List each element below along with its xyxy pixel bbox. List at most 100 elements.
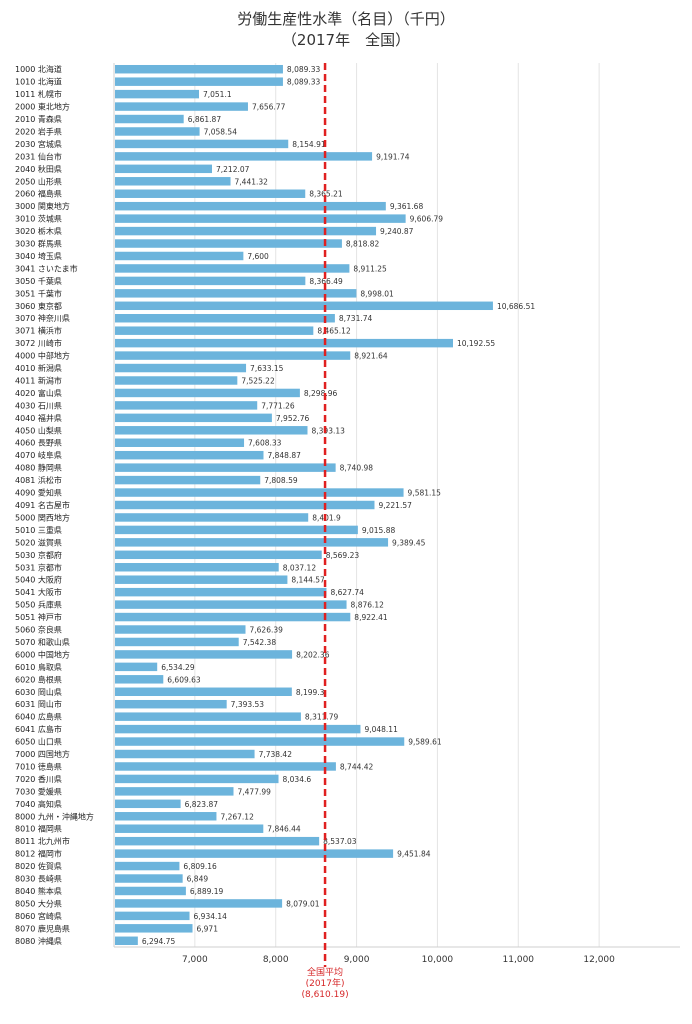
data-label: 7,738.42 [259,750,293,759]
data-label: 10,686.51 [497,302,535,311]
bar [115,899,283,908]
data-label: 8,393.13 [312,426,346,435]
data-label: 6,809.16 [183,862,217,871]
bar [115,376,238,385]
category-label: 5020 滋賀県 [15,537,62,547]
bar [115,762,336,771]
data-label: 7,846.44 [267,825,301,834]
bar [115,239,342,248]
chart-subtitle: （2017年 全国） [282,31,410,49]
category-label: 8070 鹿児島県 [15,923,70,933]
data-label: 6,294.75 [142,937,176,946]
bar [115,139,289,149]
category-label: 3071 横浜市 [15,326,62,336]
bar [115,450,264,460]
data-label: 8,731.74 [339,314,373,323]
data-label: 7,058.54 [204,127,238,136]
data-label: 7,952.76 [276,414,310,423]
category-label: 8010 福岡県 [15,825,62,834]
bar [115,164,213,174]
data-label: 7,393.53 [231,700,265,709]
bar [115,799,181,809]
data-label: 8,740.98 [340,464,374,473]
category-label: 2030 宮城県 [15,139,62,149]
category-label: 5040 大阪府 [15,575,62,585]
category-label: 8011 北九州市 [15,836,70,846]
bar [115,251,244,261]
bar [115,426,308,435]
data-label: 7,808.59 [264,476,298,485]
category-label: 7040 高知県 [15,799,62,809]
category-label: 1000 北海道 [15,64,62,74]
category-label: 7010 徳島県 [15,761,62,771]
category-label: 6020 島根県 [15,674,62,684]
category-label: 6010 鳥取県 [15,662,62,672]
data-label: 8,089.33 [287,78,321,87]
bar [115,712,301,721]
bar [115,525,358,535]
bar [115,675,164,684]
data-label: 7,525.22 [241,376,275,385]
category-label: 6050 山口県 [15,737,62,747]
data-label: 8,037.12 [283,563,317,572]
data-label: 7,267.12 [220,812,254,821]
x-tick-label: 9,000 [344,955,370,965]
category-label: 4080 静岡県 [15,463,62,473]
data-label: 8,911.25 [353,264,387,273]
data-label: 8,537.03 [323,837,357,846]
bar [115,189,306,198]
category-label: 2050 山形県 [15,176,62,186]
data-label: 8,089.33 [287,65,321,74]
category-label: 1010 北海道 [15,77,62,87]
category-label: 5060 奈良県 [15,625,62,635]
category-label: 6031 岡山市 [15,699,62,709]
bar [115,276,306,286]
category-label: 8060 宮崎県 [15,911,62,921]
bar [115,625,246,634]
bar [115,699,227,709]
data-label: 8,154.91 [292,140,326,149]
data-label: 6,534.29 [161,663,195,672]
data-label: 8,818.82 [346,240,380,249]
category-label: 2020 岩手県 [15,126,62,136]
data-label: 9,191.74 [376,152,410,161]
x-tick-label: 7,000 [182,955,208,965]
bar [115,438,245,447]
bar [115,388,300,398]
bar [115,152,373,161]
category-label: 3041 さいたま市 [15,263,78,273]
bar [115,513,309,522]
bar [115,650,293,659]
data-label: 8,365.21 [309,190,343,199]
x-tick-label: 12,000 [583,955,615,965]
bar [115,301,493,311]
category-label: 3050 千葉県 [15,276,62,286]
average-reference-label: (8,610.19) [301,990,348,1000]
data-label: 8,465.12 [317,327,351,336]
category-label: 2000 東北地方 [15,102,70,112]
category-label: 4081 浜松市 [15,475,62,485]
data-label: 7,771.26 [261,401,295,410]
category-label: 4030 石川県 [15,401,62,410]
data-label: 7,656.77 [252,103,286,112]
bar [115,214,406,223]
data-label: 8,199.3 [296,688,325,697]
bar [115,724,361,734]
average-reference-label: 全国平均 [307,966,343,978]
bar [115,114,184,124]
data-label: 7,848.87 [267,451,301,460]
bar [115,774,279,784]
bar [115,538,389,547]
category-label: 2040 秋田県 [15,164,62,174]
data-label: 6,971 [197,924,219,933]
bar [115,326,314,335]
category-label: 3072 川崎市 [15,338,62,348]
data-label: 9,221.57 [378,501,412,510]
category-label: 3020 栃木県 [15,226,62,236]
data-label: 9,581.15 [408,489,442,498]
bar [115,575,288,584]
data-label: 7,542.38 [243,638,277,647]
data-label: 8,034.6 [283,775,312,784]
bar [115,401,258,410]
bar [115,226,377,236]
